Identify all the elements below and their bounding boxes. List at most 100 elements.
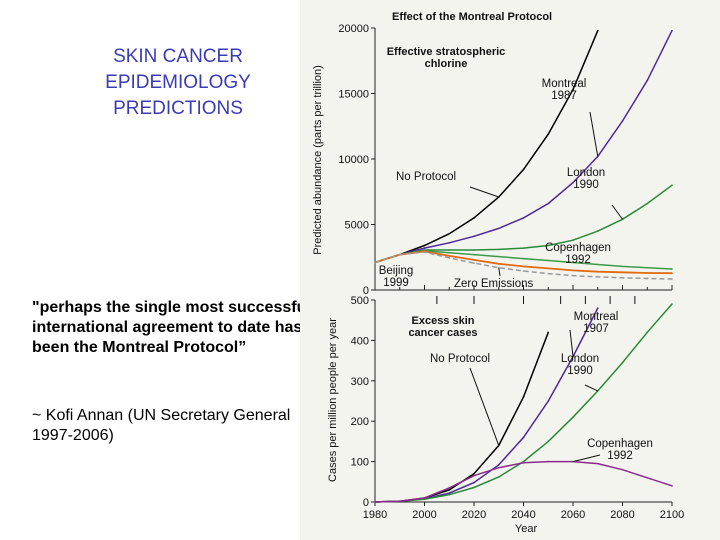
title-line: PREDICTIONS [113,98,243,119]
top-point [547,244,550,247]
top-point [671,268,673,270]
bottom-point [497,466,500,469]
top-point [497,263,500,265]
top-point [671,184,673,186]
bottom-point [423,497,426,499]
top-point [572,88,574,91]
top-point [473,259,475,261]
top-point [547,259,550,262]
bottom-leader-line [569,329,574,357]
bottom-point [448,489,451,491]
top-point [473,253,475,256]
top-point [572,274,574,277]
top-point [547,202,550,205]
top-point [448,232,451,235]
top-point [547,133,550,135]
top-point [596,263,599,266]
bottom-series-label: Copenhagen 1992 [587,438,653,462]
bottom-point [374,501,376,503]
top-point [398,253,401,256]
bottom-point [621,361,624,364]
bottom-point [473,474,475,477]
bottom-point [522,460,525,463]
top-point [572,269,574,272]
top-point [473,262,475,264]
top-point [448,242,451,244]
bottom-point [596,462,599,465]
bottom-leader-line [469,367,500,446]
bottom-point [547,331,550,334]
top-point [547,267,550,270]
bottom-point [572,416,574,418]
top-series-label: London 1990 [567,167,605,191]
bottom-point [497,464,500,466]
x-tick-label: 2040 [511,509,535,521]
top-point [596,29,599,32]
bottom-point [522,396,525,398]
x-tick-label: 2020 [462,509,486,521]
top-point [522,168,525,171]
top-point [374,261,376,264]
montreal-protocol-figure: Effect of the Montreal Protocol 0 5000 1000… [300,0,720,540]
top-point [646,277,649,280]
top-series-label: No Protocol [396,171,456,183]
top-point [473,217,475,219]
bottom-point [497,476,500,478]
top-series-no-protocol [374,30,599,264]
top-point [522,247,525,249]
top-y-tick-label: 20000 [338,23,369,35]
quote-text: "perhaps the single most successful inte… [32,299,311,356]
x-tick-label: 2100 [660,509,684,521]
top-leader-line [589,111,599,157]
chart-canvas: Effect of the Montreal Protocol050001000… [312,11,684,535]
bottom-y-tick-label: 400 [351,335,369,347]
bottom-point [646,476,649,479]
top-point [596,230,599,232]
top-series-label: Copenhagen 1992 [545,242,611,266]
top-series-label: Beijing 1999 [379,265,414,289]
bottom-point [473,486,475,489]
top-point [596,270,599,273]
bottom-annotation: Excess skin [412,315,475,327]
top-point [448,257,451,259]
top-point [423,251,426,253]
top-point [572,261,574,264]
bottom-point [596,307,599,309]
bottom-point [671,485,673,487]
top-point [547,272,550,275]
top-series-label: Zero Emissions [454,278,533,290]
bottom-point [473,481,475,484]
top-point [497,227,500,230]
bottom-point [448,487,451,489]
top-y-tick-label: 15000 [338,89,369,101]
bottom-y-tick-label: 300 [351,376,369,388]
top-point [671,278,673,280]
top-y-axis-label: Predicted abundance (parts per trillion) [312,65,324,255]
bottom-point [671,303,673,305]
top-leader-line [498,267,501,277]
x-axis-label: Year [515,523,538,535]
title-line: EPIDEMIOLOGY [105,72,251,93]
top-point [473,235,475,238]
top-series-beijing-1999 [374,250,673,275]
quote-attribution: ~ Kofi Annan (UN Secretary General 1997-… [32,407,291,444]
bottom-point [522,436,525,439]
x-tick-label: 2000 [412,509,436,521]
chart-title: Effect of the Montreal Protocol [392,11,552,23]
top-point [522,257,525,260]
bottom-point [547,400,550,402]
slide-title: SKIN CANCER EPIDEMIOLOGY PREDICTIONS [60,44,296,122]
bottom-y-axis-label: Cases per million people per year [327,318,339,482]
top-point [473,249,475,251]
bottom-leader-line [572,454,601,463]
top-point [621,120,624,122]
top-y-tick-label: 10000 [338,154,369,166]
top-point [646,79,649,82]
bottom-annotation-2: cancer cases [408,327,477,339]
bottom-leader-line [584,384,598,392]
top-point [621,265,624,268]
top-point [522,270,525,272]
top-point [423,247,426,249]
top-point [621,271,624,274]
bottom-point [547,440,550,443]
